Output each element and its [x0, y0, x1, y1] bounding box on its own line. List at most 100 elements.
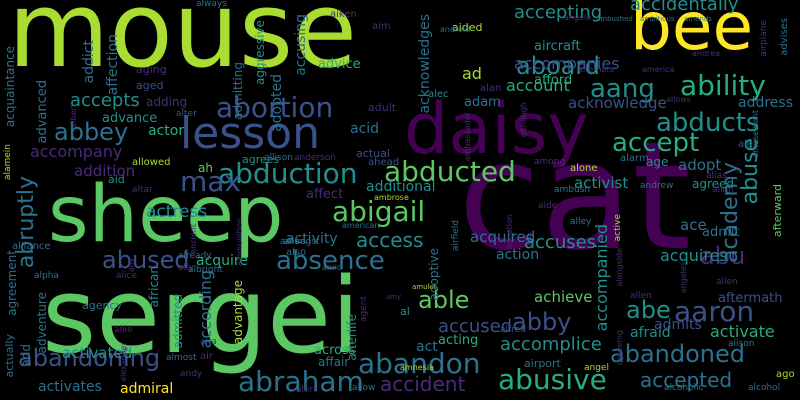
- word: activist: [574, 174, 629, 192]
- word: also: [286, 247, 307, 258]
- word: aaron: [674, 295, 755, 328]
- word: aboard: [516, 52, 601, 80]
- word-vertical: advises: [779, 18, 790, 56]
- word: ambush: [554, 185, 591, 195]
- word-vertical: according: [196, 270, 215, 349]
- word: android: [440, 25, 471, 34]
- word: aiken: [330, 9, 357, 20]
- word: alcoholic: [664, 383, 704, 393]
- word-vertical: advanced: [35, 80, 50, 144]
- word: aging: [136, 63, 167, 76]
- word: adding: [146, 95, 188, 109]
- word: advance: [102, 111, 158, 126]
- word: alpha: [34, 271, 59, 281]
- word: accident: [380, 372, 466, 396]
- word: acquires: [660, 246, 728, 265]
- word: aircraft: [534, 39, 581, 54]
- word: actor: [148, 123, 185, 139]
- word: advice: [318, 57, 361, 72]
- word: ambushed: [596, 15, 633, 23]
- word: allen: [630, 291, 652, 301]
- word: accepts: [70, 90, 140, 111]
- word: align: [712, 185, 734, 195]
- word: aid: [108, 173, 125, 186]
- word: admits: [654, 317, 702, 333]
- word-vertical: actually: [3, 334, 16, 378]
- word-vertical: adventure: [35, 292, 49, 354]
- word: abused: [102, 246, 190, 274]
- word: amulet: [412, 283, 437, 291]
- word: age: [646, 155, 669, 169]
- word: allowed: [132, 157, 171, 168]
- word-vertical: ally: [127, 258, 136, 273]
- word: admit: [702, 225, 740, 240]
- word: mouse: [8, 0, 358, 91]
- word: accidentally: [630, 0, 739, 15]
- word: alter: [176, 109, 197, 119]
- word-vertical: active: [613, 214, 623, 242]
- word: acquire: [196, 253, 248, 269]
- word: actress: [146, 202, 208, 222]
- word: adopt: [678, 156, 722, 174]
- word: ally: [178, 263, 194, 273]
- word: abigail: [332, 195, 426, 228]
- word: aided: [452, 21, 483, 34]
- word: accomplice: [500, 334, 602, 355]
- word: amy: [386, 293, 402, 301]
- word: almost: [166, 353, 197, 363]
- word: abby: [512, 308, 572, 336]
- word: angel: [584, 363, 609, 373]
- word-vertical: advantage: [231, 280, 245, 345]
- word: afford: [534, 73, 573, 88]
- word: air: [200, 351, 214, 362]
- word: action: [496, 247, 540, 263]
- word: angela: [564, 13, 592, 22]
- word: agency: [82, 299, 123, 312]
- word-vertical: angeles: [679, 262, 688, 294]
- word-vertical: add: [19, 344, 33, 367]
- word: ability: [680, 69, 766, 102]
- word: aged: [136, 79, 164, 92]
- word: additional: [366, 179, 436, 195]
- word-vertical: adoptive: [427, 248, 441, 301]
- word: activates: [38, 379, 102, 395]
- word: abandoned: [610, 340, 745, 368]
- word-vertical: abruptly: [14, 176, 39, 269]
- word: agrees: [242, 153, 280, 166]
- word: anderson: [294, 153, 337, 163]
- word-vertical: airplane: [759, 20, 769, 57]
- word: amends: [684, 15, 712, 23]
- word: accuses: [524, 232, 597, 253]
- word-vertical: amusement: [751, 110, 760, 158]
- word-vertical: afterward: [771, 184, 784, 238]
- word: ad: [462, 64, 482, 83]
- word: abandon: [358, 347, 481, 380]
- word-vertical: alongside: [615, 248, 624, 287]
- word-vertical: although: [519, 102, 528, 138]
- word-vertical: affection: [105, 34, 121, 96]
- word-vertical: african: [147, 266, 161, 308]
- word: acid: [350, 121, 380, 137]
- word: actual: [356, 147, 390, 160]
- word: affair: [318, 355, 350, 369]
- word: alex: [738, 139, 759, 150]
- word: lesson: [180, 108, 320, 159]
- word: accept: [612, 128, 700, 158]
- word: abortion: [216, 91, 334, 124]
- word: allie: [114, 325, 133, 335]
- word-vertical: acknowledges: [417, 14, 433, 114]
- word-vertical: academy: [718, 162, 743, 264]
- word: allows: [666, 95, 691, 104]
- word: afraid: [630, 325, 671, 341]
- word-vertical: ancient: [189, 224, 198, 254]
- word: acting: [438, 333, 479, 348]
- word: activate: [710, 322, 775, 341]
- word: alliance: [12, 241, 51, 252]
- word: always: [196, 0, 227, 9]
- word-vertical: admitted: [171, 294, 185, 349]
- word: amid: [322, 263, 342, 272]
- word: alias: [706, 171, 727, 181]
- word: alcohol: [748, 383, 781, 393]
- word: abraham: [238, 365, 364, 398]
